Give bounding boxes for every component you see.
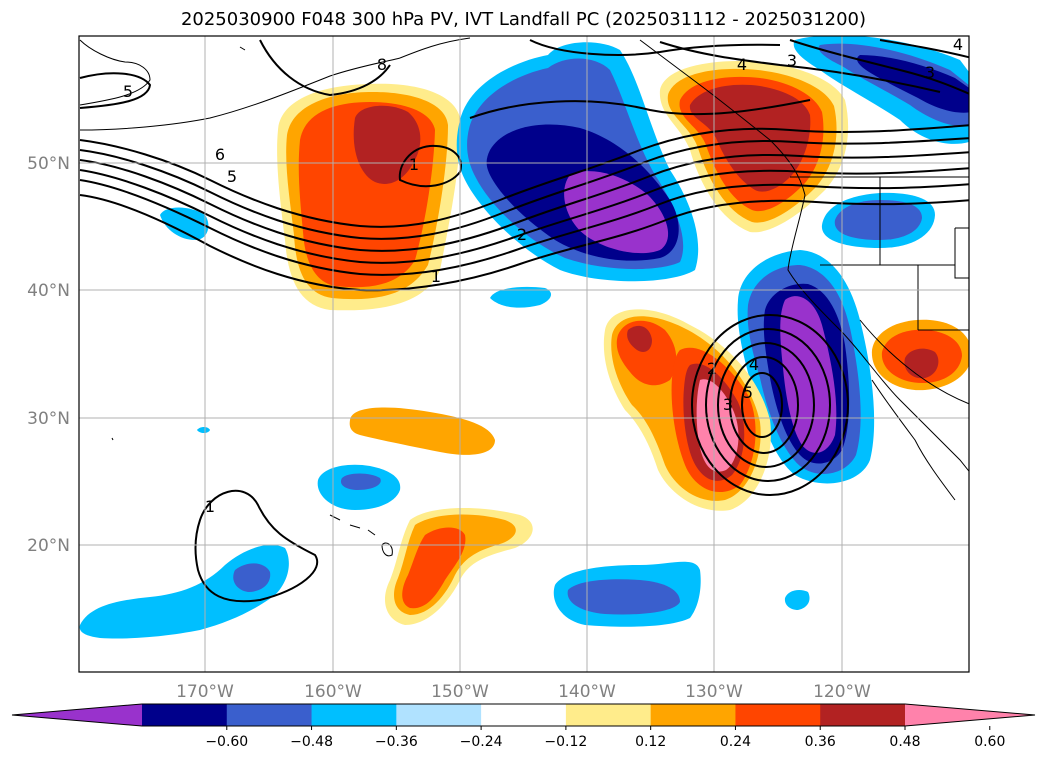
map-border — [78, 35, 970, 673]
contour-label: 4 — [737, 55, 747, 74]
contour-label: 5 — [743, 383, 753, 402]
contour-label: 6 — [215, 145, 225, 164]
colorbar-extend-max — [905, 704, 1035, 726]
colorbar-segment — [650, 704, 736, 726]
contour-label: 1 — [409, 155, 419, 174]
colorbar-tick-label: 0.24 — [720, 734, 751, 750]
colorbar-tick-label: 0.48 — [889, 734, 920, 750]
contour-label: 3 — [925, 63, 935, 82]
colorbar-tick-label: −0.12 — [544, 734, 587, 750]
negative-anomaly-canada — [793, 36, 969, 144]
coastlines — [79, 37, 969, 557]
contour-label: 1 — [205, 497, 215, 516]
gridlines — [79, 36, 969, 672]
map-content: 5 6 5 1 2 1 4 3 3 4 2 3 4 5 1 8 — [79, 35, 969, 672]
colorbar-tick-label: −0.36 — [375, 734, 418, 750]
positive-anomaly-midpacific — [349, 407, 495, 455]
lon-label: 140°W — [558, 682, 616, 702]
lon-label: 160°W — [304, 682, 362, 702]
colorbar-tick-label: 0.60 — [974, 734, 1005, 750]
lon-label: 130°W — [685, 682, 743, 702]
negative-anomaly-south — [79, 207, 810, 639]
contour-label: 8 — [377, 55, 387, 74]
lon-label: 170°W — [176, 682, 234, 702]
contour-label: 4 — [749, 355, 759, 374]
lat-label: 30°N — [27, 409, 70, 429]
lat-label: 20°N — [27, 536, 70, 556]
colorbar-outline — [11, 703, 1036, 727]
colorbar-segment — [565, 704, 652, 726]
colorbar-segment — [226, 704, 313, 726]
contour-label: 5 — [123, 82, 133, 101]
positive-anomaly-hawaii — [385, 508, 533, 625]
colorbar-tick-label: 0.36 — [805, 734, 836, 750]
contour-label: 2 — [517, 225, 527, 244]
longitude-labels: 170°W 160°W 150°W 140°W 130°W 120°W — [176, 682, 871, 702]
colorbar-segment — [820, 704, 906, 726]
colorbar-tick-label: −0.24 — [460, 734, 503, 750]
contour-label: 3 — [787, 51, 797, 70]
colorbar-tick-label: −0.48 — [290, 734, 333, 750]
map-title: 2025030900 F048 300 hPa PV, IVT Landfall… — [180, 9, 867, 30]
contour-label: 2 — [707, 359, 717, 378]
colorbar-segment — [396, 704, 482, 726]
pv-contour-labels: 5 6 5 1 2 1 4 3 3 4 2 3 4 5 1 8 — [123, 35, 963, 516]
lat-label: 50°N — [27, 154, 70, 174]
colorbar-extend-min — [12, 704, 142, 726]
negative-anomaly-small-east — [821, 192, 935, 248]
colorbar-segment — [311, 704, 397, 726]
colorbar-segment — [142, 704, 228, 726]
colorbar-segment — [735, 704, 821, 726]
colorbar: −0.60 −0.48 −0.36 −0.24 −0.12 0.12 0.24 0.36 0.4… — [11, 703, 1036, 750]
colorbar-tick-label: −0.60 — [205, 734, 248, 750]
contour-label: 3 — [723, 395, 733, 414]
pv-contours — [79, 39, 969, 603]
lon-label: 120°W — [813, 682, 871, 702]
lon-label: 150°W — [431, 682, 489, 702]
lat-label: 40°N — [27, 281, 70, 301]
contour-label: 5 — [227, 167, 237, 186]
contour-label: 4 — [953, 35, 963, 54]
colorbar-segment — [481, 704, 567, 726]
contour-label: 1 — [431, 267, 441, 286]
colorbar-tick-label: 0.12 — [635, 734, 666, 750]
latitude-labels: 50°N 40°N 30°N 20°N — [27, 154, 70, 556]
